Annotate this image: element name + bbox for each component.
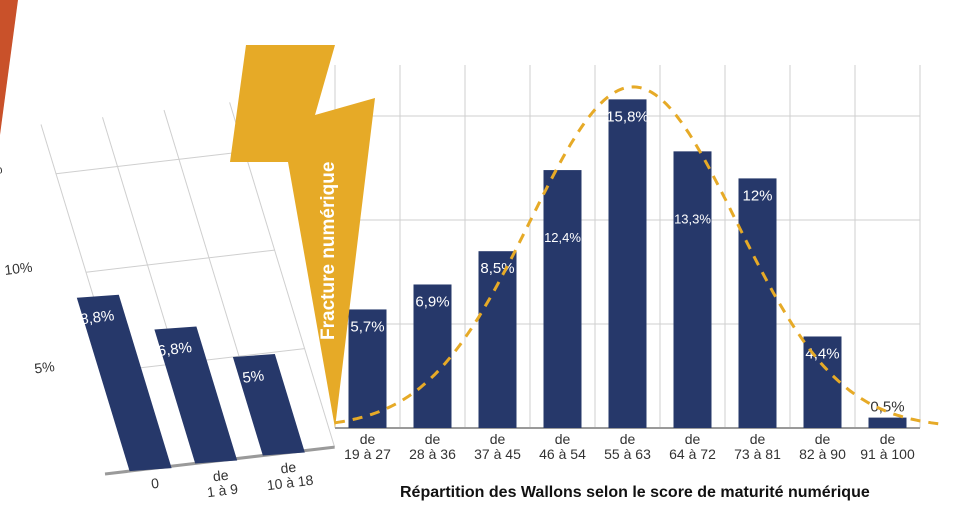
category-label-line: 0 — [150, 475, 160, 492]
bolt-label: Fracture numérique — [318, 162, 339, 340]
category-label-line: 28 à 36 — [409, 446, 456, 462]
left-panel: 5%10%15%8,8%06,8%de1 à 95%de10 à 18 — [0, 102, 336, 501]
category-label-line: de — [685, 431, 701, 447]
category-label-line: 73 à 81 — [734, 446, 781, 462]
bar-value-label: 8,8% — [79, 307, 115, 328]
category-label-line: 82 à 90 — [799, 446, 846, 462]
bar — [348, 309, 387, 428]
category-label-line: de — [212, 467, 230, 485]
category-label-line: 46 à 54 — [539, 446, 586, 462]
left-gridline-h — [85, 249, 275, 273]
y-tick-label: 15% — [0, 160, 3, 179]
bar — [232, 354, 305, 456]
chart-caption: Répartition des Wallons selon le score d… — [400, 484, 870, 501]
y-tick-label: 10% — [3, 259, 33, 278]
bar — [608, 99, 647, 429]
bar — [673, 151, 712, 429]
bar — [478, 251, 517, 428]
right-panel: 5,7%de 19 à 276,9%de 28 à 368,5%de 37 à 451… — [334, 65, 943, 462]
category-label-line: de — [490, 431, 506, 447]
bar-value-label: 8,5% — [480, 260, 514, 277]
category-label-line: de — [620, 431, 636, 447]
bar — [738, 178, 777, 428]
category-label: de 55 à 63 — [604, 431, 651, 462]
y-tick-label: 5% — [33, 358, 55, 376]
bar-value-label: 12,4% — [544, 230, 581, 245]
bar-value-label: 12% — [742, 187, 772, 204]
category-label: de 91 à 100 — [860, 431, 915, 462]
category-label-line: de — [880, 431, 896, 447]
category-label: de1 à 9 — [204, 466, 239, 501]
lightning-bolt-icon — [230, 45, 375, 428]
bar-value-label: 5,7% — [350, 318, 384, 335]
category-label-line: de — [555, 431, 571, 447]
category-label-line: 1 à 9 — [206, 481, 239, 501]
category-label: 0 — [150, 475, 160, 492]
category-label: de 19 à 27 — [344, 431, 391, 462]
category-label-line: de — [750, 431, 766, 447]
bar-value-label: 6,9% — [415, 293, 449, 310]
category-label-line: 91 à 100 — [860, 446, 915, 462]
bar-value-label: 15,8% — [606, 108, 649, 125]
category-label: de 28 à 36 — [409, 431, 456, 462]
category-label: de 82 à 90 — [799, 431, 846, 462]
bar — [76, 294, 172, 472]
category-label: de10 à 18 — [264, 457, 314, 493]
bar-value-label: 5% — [242, 367, 266, 387]
category-label-line: de — [425, 431, 441, 447]
category-label: de 73 à 81 — [734, 431, 781, 462]
bar-value-label: 6,8% — [157, 339, 193, 360]
category-label-line: 64 à 72 — [669, 446, 716, 462]
bolt-group: Fracture numérique — [230, 45, 375, 428]
category-label: de 64 à 72 — [669, 431, 716, 462]
category-label: de 37 à 45 — [474, 431, 521, 462]
category-label-line: de — [280, 459, 298, 477]
bar — [543, 170, 582, 428]
category-label-line: 10 à 18 — [266, 472, 315, 494]
distribution-curve — [334, 85, 943, 426]
category-label-line: de — [360, 431, 376, 447]
category-label-line: 37 à 45 — [474, 446, 521, 462]
category-label-line: 55 à 63 — [604, 446, 651, 462]
bar-value-label: 13,3% — [674, 211, 711, 226]
category-label-line: 19 à 27 — [344, 446, 391, 462]
left-gridline-h — [55, 151, 245, 175]
bar — [413, 284, 452, 428]
corner-accent — [0, 0, 18, 135]
bar — [868, 417, 907, 428]
category-label: de 46 à 54 — [539, 431, 586, 462]
bar-value-label: 0,5% — [870, 399, 904, 416]
category-label-line: de — [815, 431, 831, 447]
bar — [154, 326, 238, 464]
bar-value-label: 4,4% — [805, 345, 839, 362]
left-gridline-h — [115, 348, 305, 372]
